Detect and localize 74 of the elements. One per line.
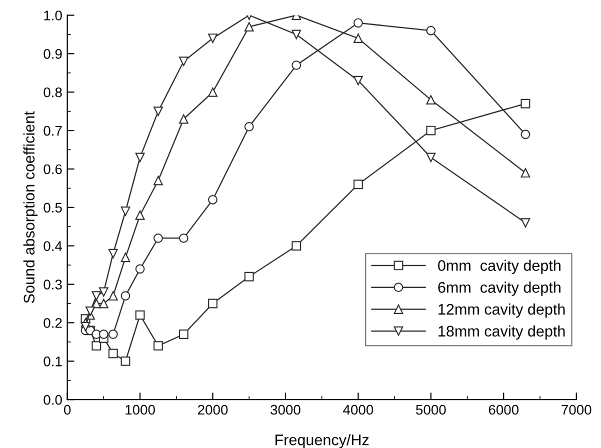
point [208, 34, 218, 44]
point [426, 26, 436, 36]
point [153, 233, 163, 243]
y-tick-label: 0.8 [44, 87, 62, 98]
point [178, 114, 188, 124]
y-tick-label: 1.0 [44, 10, 62, 20]
point [108, 330, 118, 339]
y-tick-label: 0.1 [44, 356, 62, 366]
point [135, 264, 145, 274]
legend-label: 12mm cavity depth [438, 303, 565, 318]
legend-label: 18mm cavity depth [438, 325, 565, 340]
x-tick-label: 3000 [270, 404, 300, 415]
point [208, 298, 218, 308]
y-tick-label: 0.4 [44, 241, 62, 252]
point [178, 330, 188, 339]
point [80, 322, 90, 332]
point [244, 272, 254, 282]
point [135, 210, 145, 220]
point [178, 56, 188, 66]
point [426, 126, 436, 136]
point [353, 76, 363, 86]
x-tick-label: 4000 [343, 404, 374, 415]
point [520, 218, 530, 228]
point [178, 233, 188, 243]
point [108, 248, 118, 258]
point [520, 98, 530, 108]
point [244, 122, 254, 132]
legend-label: 6mm cavity depth [438, 282, 560, 296]
x-tick-label: 5000 [416, 404, 446, 415]
point [426, 95, 436, 105]
point [292, 30, 302, 40]
point [353, 34, 363, 44]
point [208, 195, 218, 204]
point [353, 180, 363, 190]
point [120, 206, 130, 216]
y-tick-label: 0.6 [44, 164, 62, 174]
y-tick-label: 0.2 [44, 318, 62, 328]
y-tick-label: 0.5 [44, 202, 62, 213]
point [153, 176, 163, 186]
point [153, 341, 163, 351]
point [108, 291, 118, 301]
point [86, 306, 95, 316]
y-tick-label: 0.3 [44, 280, 62, 290]
legend-label: 0mm cavity depth [438, 260, 560, 274]
x-tick-label: 6000 [488, 404, 519, 415]
y-tick-label: 0.0 [44, 394, 62, 405]
point [520, 168, 530, 178]
point [426, 152, 436, 162]
point [292, 241, 302, 251]
point [108, 348, 118, 358]
point [208, 87, 218, 97]
y-tick-label: 0.9 [44, 49, 62, 59]
y-tick-label: 0.7 [44, 126, 62, 136]
point [92, 341, 102, 351]
point [120, 356, 130, 366]
point [92, 291, 102, 301]
x-tick-label: 1000 [126, 404, 155, 415]
point [98, 287, 108, 297]
x-tick-label: 0 [64, 404, 71, 415]
point [153, 106, 163, 116]
point [244, 22, 254, 32]
point [135, 310, 145, 320]
point [353, 18, 363, 28]
point [98, 298, 108, 308]
x-tick-label: 7000 [562, 404, 592, 415]
point [135, 152, 145, 162]
x-tick-label: 2000 [198, 404, 228, 415]
point [520, 130, 530, 140]
x-axis-title: Frequency/Hz [276, 434, 369, 448]
point [98, 330, 108, 339]
point [292, 60, 302, 70]
y-axis-title: Sound absorption coefficient [23, 111, 38, 303]
point [120, 291, 130, 301]
point [120, 252, 130, 262]
